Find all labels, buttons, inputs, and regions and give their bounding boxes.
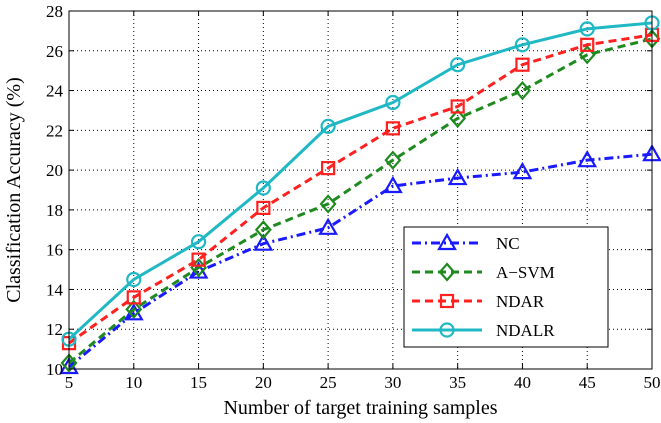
legend-label: A−SVM [496,263,555,282]
series-line [68,33,653,345]
data-point [255,180,271,196]
legend-entry: NDALR [412,321,555,340]
x-tick-label: 40 [514,373,531,392]
y-tick-label: 22 [46,121,63,140]
data-point [190,234,207,250]
legend-marker [439,293,455,309]
y-axis-label: Classification Accuracy (%) [3,77,25,302]
data-point [318,217,339,235]
data-point [450,99,465,114]
series-line [67,21,653,341]
data-point [512,161,533,180]
legend-entry: NC [412,232,520,253]
data-point [60,353,78,373]
data-point [515,57,530,72]
data-point [256,200,271,215]
data-point [126,271,142,288]
x-tick-label: 45 [579,373,596,392]
data-point [385,94,401,111]
y-tick-label: 16 [46,241,63,260]
data-point [253,233,274,251]
data-point [578,45,596,65]
data-point [320,118,336,134]
data-point [125,299,143,320]
series-line [68,37,653,365]
data-point [319,194,337,214]
data-point [382,175,403,194]
legend-marker [438,262,456,282]
legend-marker [439,322,455,338]
data-point [577,149,598,168]
data-point [514,37,531,53]
data-point [580,37,595,52]
x-tick-label: 15 [190,373,207,392]
legend-entry: NDAR [412,292,545,311]
x-tick-label: 35 [449,373,466,392]
x-tick-label: 30 [384,373,401,392]
data-point [254,220,272,240]
legend-marker [437,232,457,251]
ticks [68,10,653,370]
y-tick-label: 14 [46,280,64,299]
data-point [385,121,400,136]
x-tick-label: 50 [644,373,661,392]
data-point [447,167,468,186]
x-tick-label: 10 [125,373,142,392]
legend-label: NDAR [496,292,545,311]
data-point [321,161,336,176]
data-point [450,57,466,73]
plot-frame [68,10,653,370]
y-tick-label: 20 [46,161,63,180]
legend-label: NC [496,234,520,253]
y-tick-label: 28 [46,2,63,21]
y-tick-label: 18 [46,201,63,220]
legend: NC A−SVM NDAR NDALR [403,226,609,348]
data-point [126,290,141,305]
legend-entry: A−SVM [412,262,555,282]
data-point [191,252,206,267]
x-tick-label: 25 [320,373,337,392]
y-tick-label: 26 [46,42,63,61]
y-tick-label: 10 [46,360,63,379]
y-tick-label: 12 [46,320,63,339]
y-tick-label: 24 [46,82,64,101]
x-axis-label: Number of target training samples [223,397,497,419]
data-point [384,150,402,170]
legend-box [403,226,609,348]
data-point [513,80,531,101]
data-point [449,108,467,129]
data-point [579,21,595,37]
legend-label: NDALR [496,321,555,340]
x-tick-label: 5 [65,373,74,392]
x-tick-label: 20 [255,373,272,392]
series-line [68,152,653,369]
